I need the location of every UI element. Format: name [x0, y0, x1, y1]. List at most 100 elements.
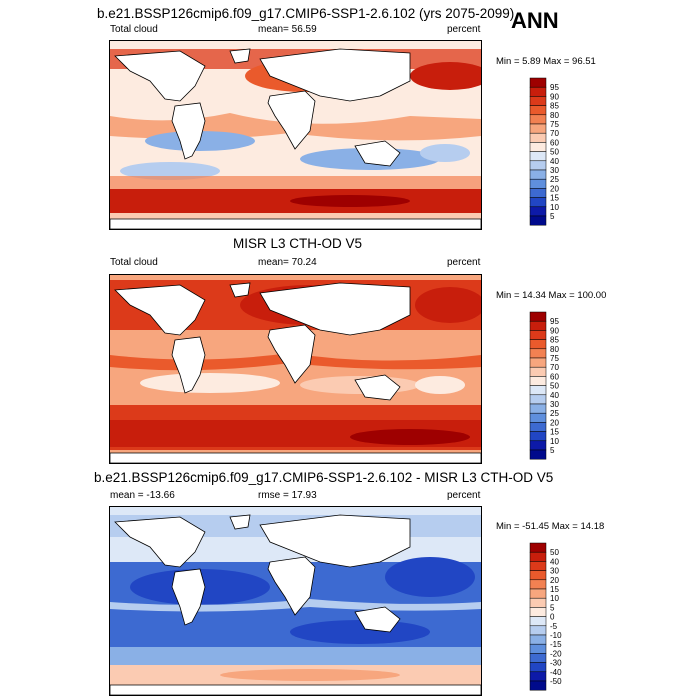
colorbar-tick-label: -10	[550, 631, 562, 640]
colorbar-swatch	[529, 588, 547, 599]
panel-1-variable-label: Total cloud	[110, 24, 158, 35]
colorbar-tick-label: 5	[550, 212, 555, 221]
colorbar-tick-label: 60	[550, 372, 559, 381]
colorbar-tick-label: 15	[550, 428, 559, 437]
colorbar-swatch	[529, 431, 547, 442]
panel-3-rmse-label: rmse = 17.93	[258, 490, 317, 501]
colorbar-tick-label: 10	[550, 437, 559, 446]
colorbar-tick-label: -50	[550, 677, 562, 686]
colorbar-swatch	[529, 616, 547, 627]
colorbar-tick-label: 5	[550, 446, 555, 455]
colorbar-swatch	[529, 339, 547, 350]
panel-2-minmax: Min = 14.34 Max = 100.00	[496, 290, 607, 301]
colorbar-tick-label: 40	[550, 391, 559, 400]
colorbar-swatch	[529, 561, 547, 571]
panel-1-minmax: Min = 5.89 Max = 96.51	[496, 56, 596, 67]
colorbar-swatch	[529, 662, 547, 673]
panel-2-map-svg	[110, 275, 481, 463]
panel-1-units-label: percent	[447, 24, 481, 35]
colorbar-tick-label: -40	[550, 668, 562, 677]
panel-3-colorbar: 50 40 30 20 15 10 5 0 -5 -10 -15 -20 -30 -40 -50	[529, 542, 570, 693]
colorbar-swatch	[529, 77, 547, 88]
colorbar-swatch	[529, 123, 547, 134]
colorbar-swatch	[529, 320, 547, 331]
colorbar-tick-label: 25	[550, 409, 559, 418]
colorbar-swatch	[529, 570, 547, 581]
panel-2-variable-label: Total cloud	[110, 257, 158, 268]
colorbar-swatch	[529, 607, 547, 617]
panel-2-units-label: percent	[447, 257, 481, 268]
colorbar-tick-label: 30	[550, 166, 559, 175]
colorbar-swatch	[529, 551, 547, 562]
colorbar-swatch	[529, 311, 547, 322]
panel-1-colorbar: 95 90 85 80 75 70 60 50 40 30 25 20 15 10 5	[529, 77, 570, 228]
colorbar-swatch	[529, 625, 547, 636]
colorbar-tick-label: -15	[550, 640, 562, 649]
colorbar-tick-label: 50	[550, 548, 559, 557]
panel-3-map	[109, 506, 482, 696]
colorbar-swatch	[529, 86, 547, 97]
colorbar-swatch	[529, 215, 547, 226]
colorbar-tick-label: 5	[550, 603, 555, 612]
colorbar-swatch	[529, 197, 547, 208]
colorbar-swatch	[529, 412, 547, 423]
colorbar-tick-label: 40	[550, 557, 559, 566]
colorbar-swatch	[529, 348, 547, 359]
colorbar-tick-label: 25	[550, 175, 559, 184]
panel-3-units-label: percent	[447, 490, 481, 501]
panel-2-mean-label: mean= 70.24	[258, 257, 317, 268]
colorbar-tick-label: 75	[550, 354, 559, 363]
colorbar-tick-label: 50	[550, 382, 559, 391]
colorbar-swatch	[529, 597, 547, 608]
panel-2-title: MISR L3 CTH-OD V5	[233, 236, 363, 251]
colorbar-swatch	[529, 366, 547, 377]
colorbar-swatch	[529, 188, 547, 198]
panel-3-minmax: Min = -51.45 Max = 14.18	[496, 521, 605, 532]
colorbar-swatch	[529, 206, 547, 217]
colorbar-swatch	[529, 403, 547, 414]
colorbar-swatch	[529, 376, 547, 386]
colorbar-swatch	[529, 542, 547, 553]
panel-1-title: b.e21.BSSP126cmip6.f09_g17.CMIP6-SSP1-2.…	[97, 6, 515, 21]
colorbar-swatch	[529, 449, 547, 460]
panel-3-mean-label: mean = -13.66	[110, 490, 175, 501]
colorbar-tick-label: 70	[550, 129, 559, 138]
colorbar-swatch	[529, 385, 547, 396]
colorbar-tick-label: 20	[550, 576, 559, 585]
colorbar-tick-label: 85	[550, 102, 559, 111]
colorbar-swatch	[529, 422, 547, 432]
colorbar-swatch	[529, 653, 547, 663]
colorbar-swatch	[529, 142, 547, 152]
colorbar-tick-label: 10	[550, 594, 559, 603]
panel-3-map-svg	[110, 507, 481, 695]
colorbar-tick-label: 50	[550, 148, 559, 157]
panel-2-colorbar: 95 90 85 80 75 70 60 50 40 30 25 20 15 10 5	[529, 311, 570, 462]
colorbar-tick-label: 95	[550, 83, 559, 92]
colorbar-swatch	[529, 114, 547, 125]
colorbar-swatch	[529, 178, 547, 189]
colorbar-swatch	[529, 680, 547, 691]
colorbar-tick-label: 30	[550, 400, 559, 409]
colorbar-tick-label: 15	[550, 194, 559, 203]
colorbar-tick-label: 20	[550, 184, 559, 193]
colorbar-swatch	[529, 151, 547, 162]
panel-1-mean-label: mean= 56.59	[258, 24, 317, 35]
colorbar-tick-label: -30	[550, 659, 562, 668]
colorbar-tick-label: 40	[550, 157, 559, 166]
colorbar-tick-label: 15	[550, 585, 559, 594]
colorbar-tick-label: 75	[550, 120, 559, 129]
colorbar-tick-label: 90	[550, 326, 559, 335]
colorbar-swatch	[529, 105, 547, 116]
colorbar-swatch	[529, 671, 547, 682]
colorbar-tick-label: 80	[550, 345, 559, 354]
colorbar-tick-label: 0	[550, 613, 555, 622]
colorbar-tick-label: -20	[550, 649, 562, 658]
colorbar-swatch	[529, 357, 547, 368]
colorbar-swatch	[529, 330, 547, 340]
colorbar-tick-label: 85	[550, 336, 559, 345]
colorbar-tick-label: 80	[550, 111, 559, 120]
panel-2-map	[109, 274, 482, 464]
